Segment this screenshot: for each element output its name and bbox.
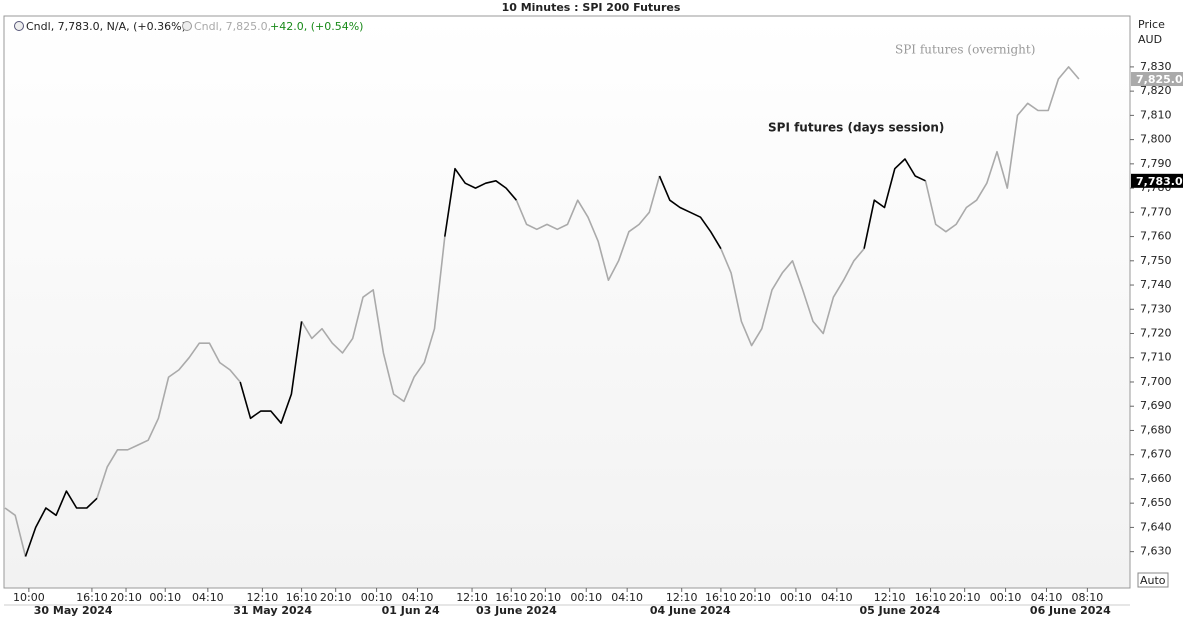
y-tick-label: 7,650 bbox=[1140, 496, 1172, 509]
y-tick-label: 7,740 bbox=[1140, 278, 1172, 291]
y-tick-label: 7,720 bbox=[1140, 327, 1172, 340]
x-tick-label: 00:10 bbox=[780, 591, 812, 604]
price-line bbox=[4, 66, 1080, 557]
y-tick-label: 7,810 bbox=[1140, 108, 1172, 121]
x-tick-label: 20:10 bbox=[320, 591, 352, 604]
auto-button[interactable] bbox=[1137, 572, 1169, 588]
auto-label[interactable]: Auto bbox=[1140, 574, 1166, 587]
annotation: SPI futures (days session) bbox=[768, 121, 944, 135]
y-tick-label: 7,640 bbox=[1140, 520, 1172, 533]
y-axis-label: Price bbox=[1138, 18, 1165, 31]
x-tick-label: 16:10 bbox=[705, 591, 737, 604]
y-tick-label: 7,690 bbox=[1140, 399, 1172, 412]
x-tick-label: 16:10 bbox=[286, 591, 318, 604]
y-tick-label: 7,680 bbox=[1140, 423, 1172, 436]
y-tick-label: 7,750 bbox=[1140, 254, 1172, 267]
date-label: 04 June 2024 bbox=[650, 604, 731, 617]
x-tick-label: 00:10 bbox=[990, 591, 1022, 604]
x-tick-label: 04:10 bbox=[402, 591, 434, 604]
date-label: 06 June 2024 bbox=[1030, 604, 1111, 617]
x-tick-label: 20:10 bbox=[110, 591, 142, 604]
x-tick-label: 12:10 bbox=[247, 591, 279, 604]
y-tick-label: 7,790 bbox=[1140, 157, 1172, 170]
legend-change: +42.0, (+0.54%) bbox=[270, 20, 363, 33]
plot-area bbox=[3, 15, 1131, 589]
x-tick-label: 12:10 bbox=[666, 591, 698, 604]
last-price-label: 7,783.0 bbox=[1136, 175, 1183, 188]
y-tick-label: 7,630 bbox=[1140, 545, 1172, 558]
x-tick-label: 08:10 bbox=[1072, 591, 1104, 604]
x-tick-label: 04:10 bbox=[192, 591, 224, 604]
annotation: SPI futures (overnight) bbox=[895, 43, 1035, 57]
date-label: 01 Jun 24 bbox=[382, 604, 440, 617]
y-tick-label: 7,820 bbox=[1140, 84, 1172, 97]
y-tick-label: 7,830 bbox=[1140, 60, 1172, 73]
x-tick-label: 20:10 bbox=[949, 591, 981, 604]
date-label: 05 June 2024 bbox=[859, 604, 940, 617]
chart-title: 10 Minutes : SPI 200 Futures bbox=[502, 1, 681, 14]
x-tick-label: 04:10 bbox=[1031, 591, 1063, 604]
x-tick-label: 20:10 bbox=[739, 591, 771, 604]
y-axis-unit: AUD bbox=[1138, 33, 1162, 46]
x-tick-label: 16:10 bbox=[76, 591, 108, 604]
date-label: 03 June 2024 bbox=[476, 604, 557, 617]
y-tick-label: 7,700 bbox=[1140, 375, 1172, 388]
legend-entry: Cndl, 7,783.0, N/A, (+0.36%), bbox=[26, 20, 189, 33]
last-price-label: 7,825.0 bbox=[1136, 73, 1183, 86]
y-tick-label: 7,800 bbox=[1140, 133, 1172, 146]
x-tick-label: 04:10 bbox=[611, 591, 643, 604]
legend-entry: Cndl, 7,825.0, bbox=[194, 20, 271, 33]
y-tick-label: 7,710 bbox=[1140, 351, 1172, 364]
x-tick-label: 00:10 bbox=[361, 591, 393, 604]
x-tick-label: 04:10 bbox=[821, 591, 853, 604]
date-label: 30 May 2024 bbox=[34, 604, 113, 617]
x-tick-label: 00:10 bbox=[149, 591, 181, 604]
x-tick-label: 16:10 bbox=[915, 591, 947, 604]
x-tick-label: 00:10 bbox=[570, 591, 602, 604]
y-tick-label: 7,660 bbox=[1140, 472, 1172, 485]
x-tick-label: 12:10 bbox=[874, 591, 906, 604]
legend-icon bbox=[182, 21, 192, 31]
date-label: 31 May 2024 bbox=[233, 604, 312, 617]
x-tick-label: 20:10 bbox=[529, 591, 561, 604]
x-tick-label: 16:10 bbox=[495, 591, 527, 604]
y-tick-label: 7,670 bbox=[1140, 448, 1172, 461]
x-tick-label: 10:00 bbox=[13, 591, 45, 604]
last-price-tag bbox=[1131, 72, 1183, 87]
price-line bbox=[24, 158, 926, 557]
y-tick-label: 7,770 bbox=[1140, 205, 1172, 218]
y-tick-label: 7,730 bbox=[1140, 302, 1172, 315]
y-tick-label: 7,760 bbox=[1140, 230, 1172, 243]
x-tick-label: 12:10 bbox=[456, 591, 488, 604]
legend-icon bbox=[14, 21, 24, 31]
last-price-tag bbox=[1131, 173, 1183, 188]
